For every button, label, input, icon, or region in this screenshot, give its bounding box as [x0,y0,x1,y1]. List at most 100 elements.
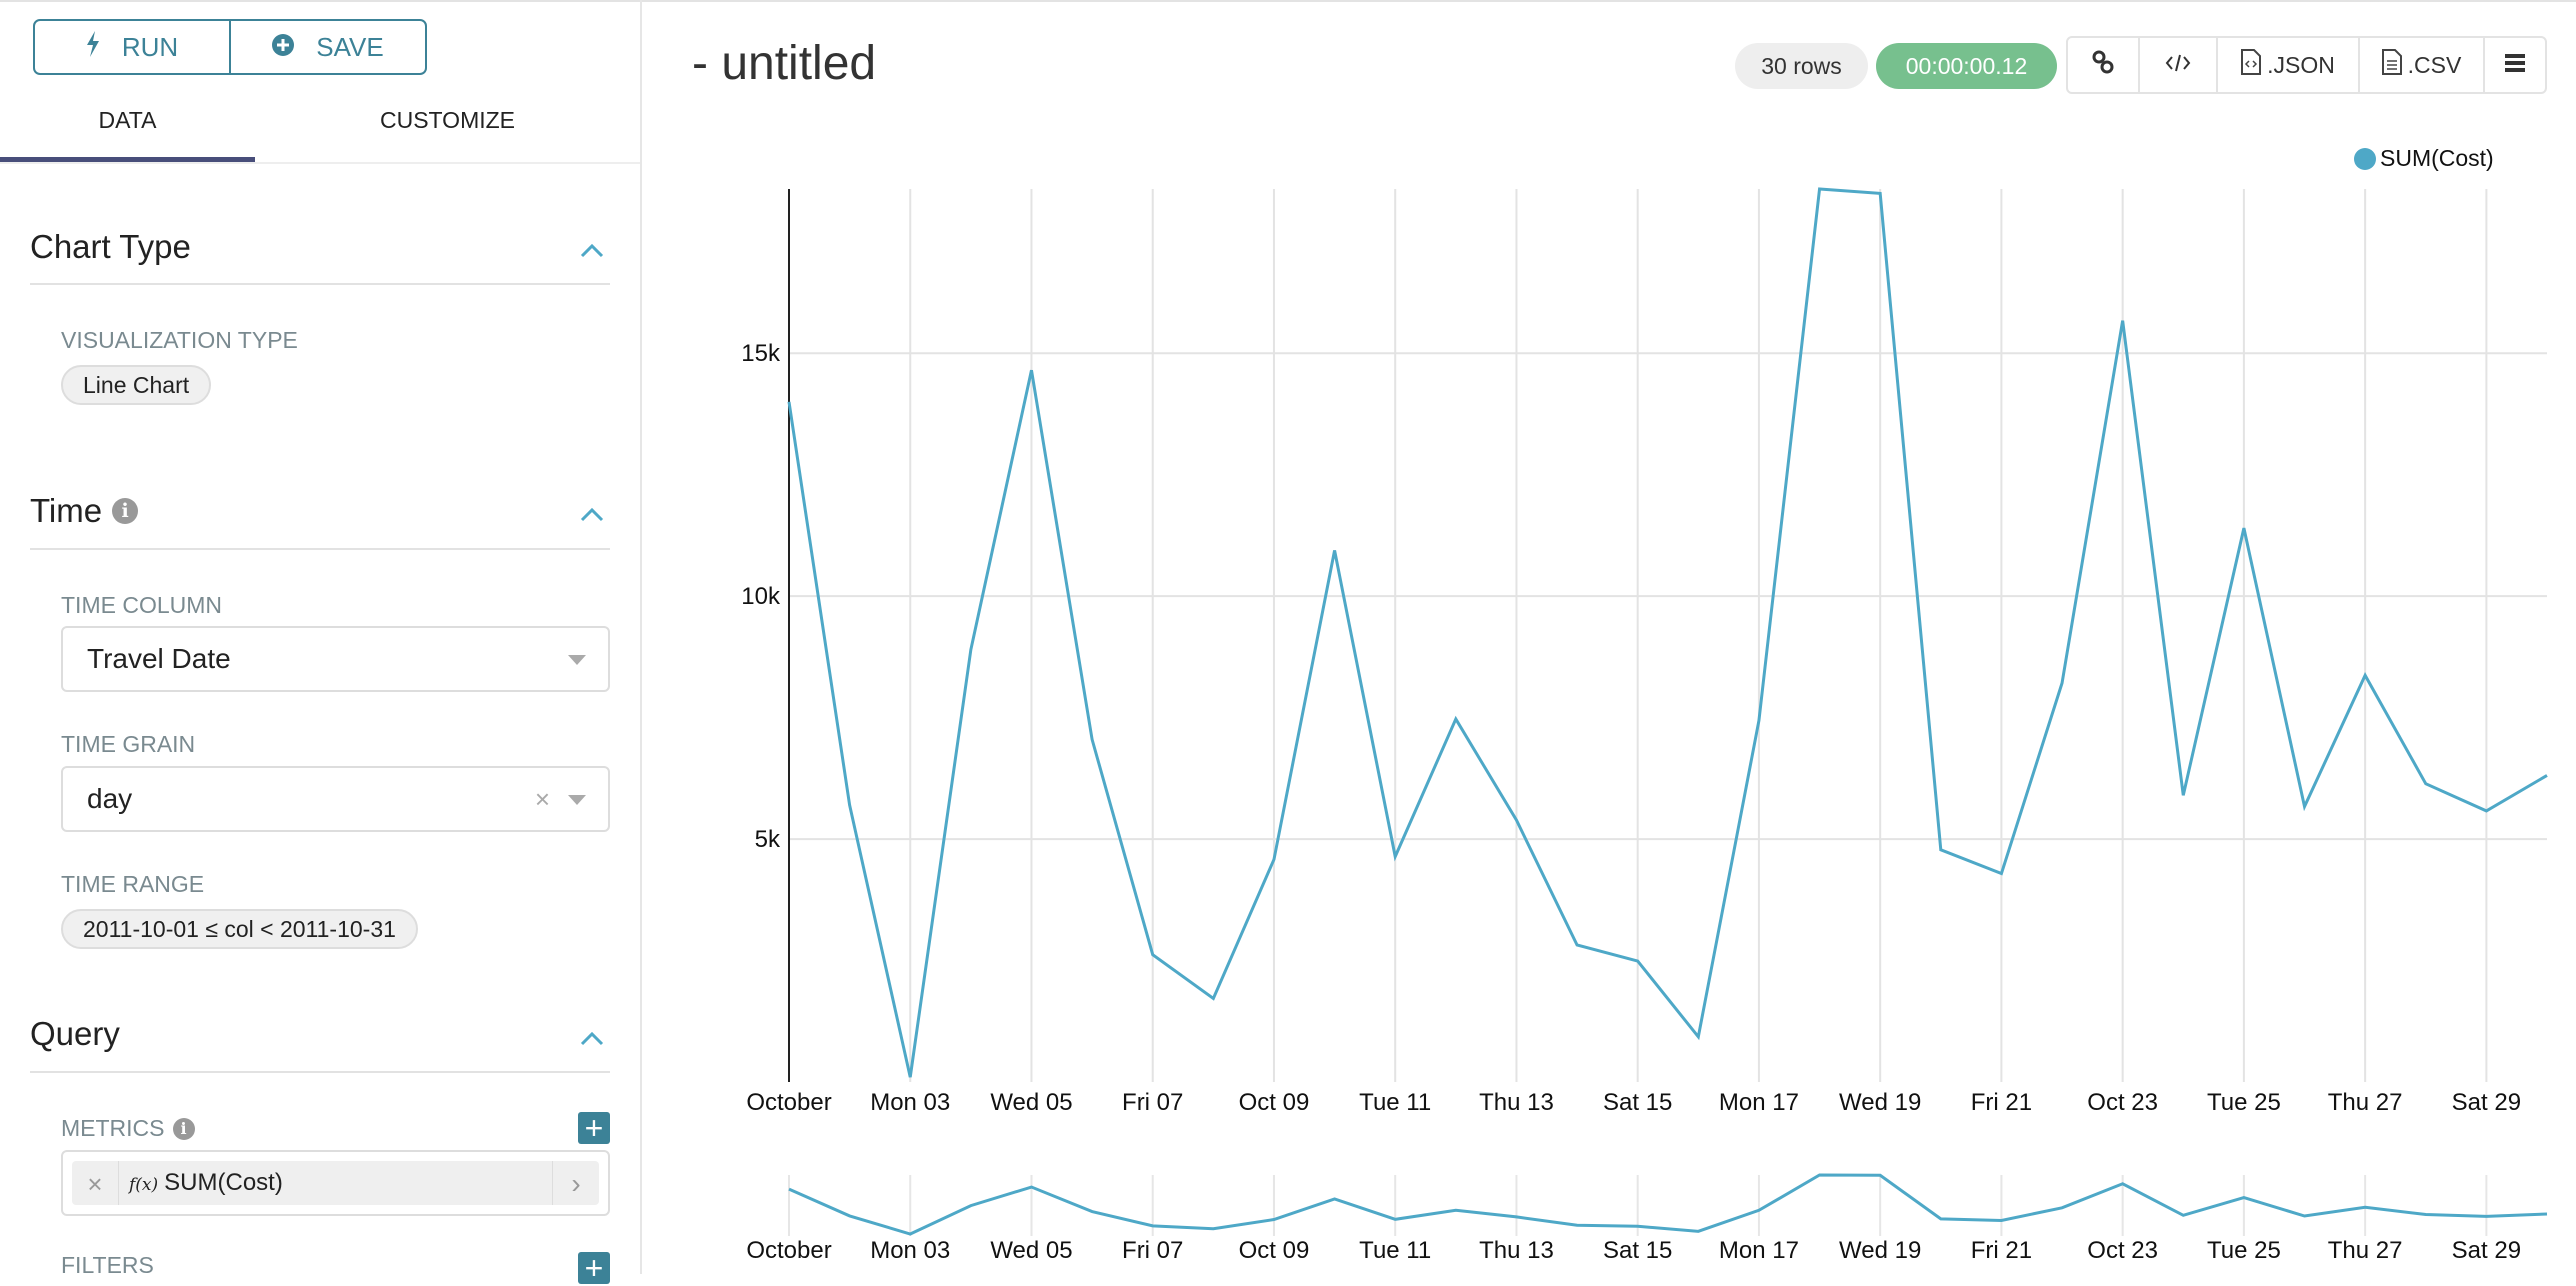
export-csv-button[interactable]: .CSV [2360,38,2485,92]
x-tick-label: Wed 05 [990,1089,1072,1116]
section-chart-type-title[interactable]: Chart Type [30,228,191,266]
time-grain-select[interactable]: day × [61,766,610,832]
time-column-value: Travel Date [87,643,231,674]
chevron-up-icon[interactable] [578,1024,606,1052]
hamburger-menu-icon [2504,52,2526,79]
legend-item[interactable]: SUM(Cost) [2354,145,2494,172]
remove-metric-icon[interactable]: × [72,1161,119,1205]
metrics-label: METRICS i [61,1115,195,1142]
x-tick-label: Mon 03 [870,1089,950,1116]
overview-tick-label: Wed 19 [1839,1237,1921,1264]
overview-series-line [788,1173,2548,1236]
x-tick-label: Sat 15 [1603,1089,1672,1116]
x-tick-label: Mon 17 [1719,1089,1799,1116]
caret-down-icon [568,655,586,665]
chart-title[interactable]: - untitled [692,37,877,90]
chevron-up-icon[interactable] [578,236,606,264]
save-button[interactable]: SAVE [229,21,425,73]
row-count-badge: 30 rows [1735,43,1868,89]
overview-tick-label: Tue 25 [2207,1237,2281,1264]
x-tick-label: Tue 25 [2207,1089,2281,1116]
x-tick-label: Oct 23 [2087,1089,2158,1116]
y-tick-label: 5k [755,826,781,853]
overview-tick-label: Thu 13 [1479,1237,1554,1264]
chevron-right-icon[interactable]: › [552,1161,599,1205]
info-icon[interactable]: i [112,498,139,524]
info-icon[interactable]: i [172,1117,195,1140]
section-time-title[interactable]: Time i [30,492,139,530]
bolt-icon [86,30,100,64]
overview-tick-label: Sat 29 [2452,1237,2521,1264]
export-json-button[interactable]: .JSON [2218,38,2360,92]
overview-tick-label: Wed 05 [990,1237,1072,1264]
plus-circle-icon [272,32,295,63]
time-range-pill[interactable]: 2011-10-01 ≤ col < 2011-10-31 [61,909,418,949]
legend-label: SUM(Cost) [2380,145,2494,171]
more-menu-button[interactable] [2485,38,2545,92]
run-button[interactable]: RUN [35,21,229,73]
x-tick-label: Sat 29 [2452,1089,2521,1116]
x-tick-label: Fri 21 [1971,1089,2032,1116]
metrics-input[interactable]: × f(x) SUM(Cost) › [61,1150,610,1216]
csv-label: .CSV [2407,51,2462,78]
overview-tick-label: Fri 07 [1122,1237,1183,1264]
x-tick-label: Wed 19 [1839,1089,1921,1116]
file-code-icon [2241,49,2262,81]
x-tick-label: Oct 09 [1239,1089,1310,1116]
chart-series [787,187,2548,1078]
series-line-sum-cost [787,187,2548,1078]
embed-code-button[interactable] [2140,38,2218,92]
run-label: RUN [121,31,179,62]
time-grain-label: TIME GRAIN [61,731,196,757]
section-divider [30,1071,610,1073]
json-label: .JSON [2267,51,2335,78]
section-divider [30,548,610,550]
x-tick-label: Tue 11 [1359,1089,1431,1116]
chevron-up-icon[interactable] [578,500,606,528]
tab-data[interactable]: DATA [0,90,255,162]
chart-gridlines [789,189,2547,1082]
add-metric-button[interactable]: + [578,1112,610,1144]
overview-tick-label: Mon 03 [870,1237,950,1264]
clear-icon[interactable]: × [534,784,550,814]
overview-tick-label: Oct 23 [2087,1237,2158,1264]
x-tick-label: Fri 07 [1122,1089,1183,1116]
overview-tick-label: Fri 21 [1971,1237,2032,1264]
y-tick-label: 15k [741,340,781,367]
query-timer-badge: 00:00:00.12 [1876,43,2057,89]
metric-chip[interactable]: × f(x) SUM(Cost) › [72,1161,599,1205]
caret-down-icon [568,795,586,805]
overview-brush-chart[interactable] [788,1173,2548,1236]
time-column-select[interactable]: Travel Date [61,626,610,692]
save-label: SAVE [316,31,384,62]
x-tick-label: Thu 27 [2328,1089,2403,1116]
time-grain-value: day [87,783,133,814]
overview-tick-label: October [746,1237,831,1264]
y-tick-label: 10k [741,583,781,610]
link-icon [2092,50,2114,80]
overview-tick-label: Sat 15 [1603,1237,1672,1264]
top-border [0,0,2576,2]
file-text-icon [2381,49,2402,81]
metrics-label-text: METRICS [61,1115,165,1141]
chart-actions-toolbar: .JSON .CSV [2066,36,2547,94]
share-link-button[interactable] [2068,38,2140,92]
viz-type-label: VISUALIZATION TYPE [61,327,298,353]
y-axis: 5k 10k 15k [741,189,790,1082]
function-icon: f(x) [129,1175,159,1195]
x-tick-label: Thu 13 [1479,1089,1554,1116]
overview-tick-label: Tue 11 [1359,1237,1431,1264]
viz-type-pill[interactable]: Line Chart [61,365,212,405]
section-query-title[interactable]: Query [30,1015,120,1053]
legend-dot-icon [2354,147,2376,170]
section-divider [30,283,610,285]
time-range-label: TIME RANGE [61,871,205,897]
overview-tick-label: Oct 09 [1239,1237,1310,1264]
metric-value: SUM(Cost) [164,1169,283,1196]
section-title-text: Time [30,492,103,529]
x-axis: October October Mon 03 Mon 03 Wed 05 Wed 05 Fr… [746,1089,2521,1264]
overview-tick-label: Thu 27 [2328,1237,2403,1264]
section-title-text: Chart Type [30,228,191,265]
tab-customize[interactable]: CUSTOMIZE [379,107,516,133]
